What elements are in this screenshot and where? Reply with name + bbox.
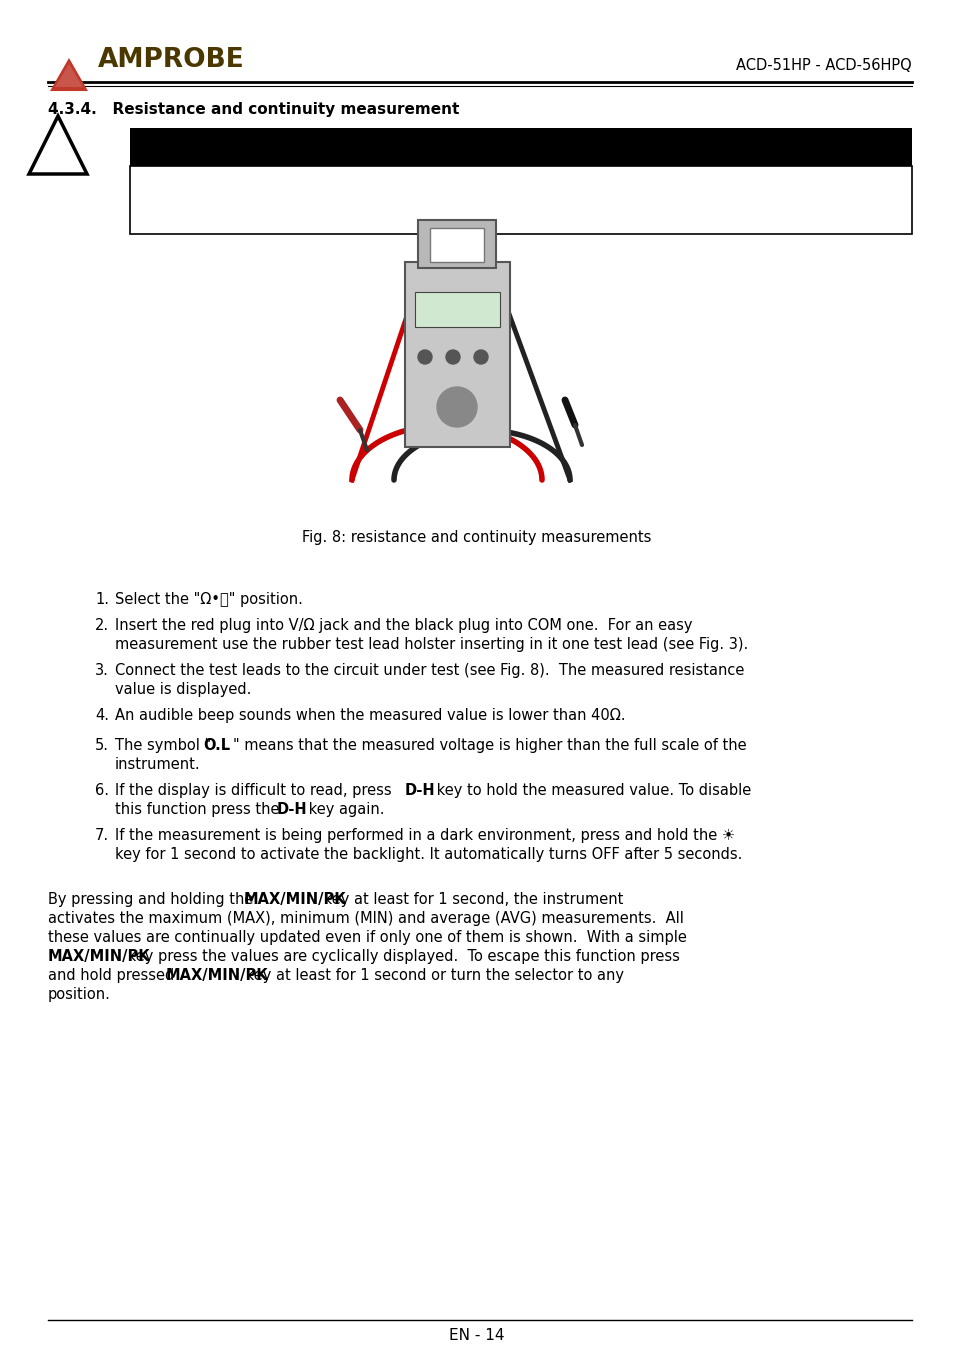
Text: 7.: 7. — [95, 828, 109, 843]
Polygon shape — [29, 116, 87, 174]
Text: value is displayed.: value is displayed. — [115, 682, 251, 697]
Text: key at least for 1 second, the instrument: key at least for 1 second, the instrumen… — [318, 892, 622, 907]
Text: " means that the measured voltage is higher than the full scale of the: " means that the measured voltage is hig… — [233, 738, 746, 753]
Text: MAX/MIN/PK: MAX/MIN/PK — [244, 892, 346, 907]
Text: AMPROBE: AMPROBE — [98, 47, 245, 73]
Text: If the measurement is being performed in a dark environment, press and hold the : If the measurement is being performed in… — [115, 828, 734, 843]
Text: Connect the test leads to the circuit under test (see Fig. 8).  The measured res: Connect the test leads to the circuit un… — [115, 663, 743, 678]
Circle shape — [417, 350, 432, 363]
Text: 4.3.4.   Resistance and continuity measurement: 4.3.4. Resistance and continuity measure… — [48, 101, 459, 118]
Text: D-H: D-H — [405, 784, 436, 798]
Text: ACD-51HP - ACD-56HPQ: ACD-51HP - ACD-56HPQ — [736, 58, 911, 73]
Bar — [405, 262, 510, 447]
Text: position.: position. — [48, 988, 111, 1002]
Bar — [130, 128, 911, 166]
Text: The symbol ": The symbol " — [115, 738, 211, 753]
Text: EN - 14: EN - 14 — [449, 1328, 504, 1343]
Bar — [415, 292, 499, 327]
Text: !: ! — [51, 136, 65, 166]
Polygon shape — [55, 63, 83, 86]
Text: Fig. 8: resistance and continuity measurements: Fig. 8: resistance and continuity measur… — [302, 530, 651, 544]
Bar — [417, 220, 496, 267]
Text: 3.: 3. — [95, 663, 109, 678]
Text: If the display is difficult to read, press: If the display is difficult to read, pre… — [115, 784, 395, 798]
Text: key for 1 second to activate the backlight. It automatically turns OFF after 5 s: key for 1 second to activate the backlig… — [115, 847, 741, 862]
Text: MAX/MIN/PK: MAX/MIN/PK — [48, 948, 151, 965]
Text: An audible beep sounds when the measured value is lower than 40Ω.: An audible beep sounds when the measured… — [115, 708, 625, 723]
Text: this function press the: this function press the — [115, 802, 284, 817]
Circle shape — [446, 350, 459, 363]
Text: activates the maximum (MAX), minimum (MIN) and average (AVG) measurements.  All: activates the maximum (MAX), minimum (MI… — [48, 911, 683, 925]
Text: Select the "Ω•⦿" position.: Select the "Ω•⦿" position. — [115, 592, 302, 607]
Text: instrument.: instrument. — [115, 757, 200, 771]
Text: 1.: 1. — [95, 592, 109, 607]
Text: Before attempting any resistance measurement remove the power from the: Before attempting any resistance measure… — [140, 173, 698, 188]
Text: these values are continually updated even if only one of them is shown.  With a : these values are continually updated eve… — [48, 929, 686, 944]
Text: D-H: D-H — [276, 802, 307, 817]
Text: MAX/MIN/PK: MAX/MIN/PK — [166, 969, 269, 984]
Text: measurement use the rubber test lead holster inserting in it one test lead (see : measurement use the rubber test lead hol… — [115, 638, 747, 653]
Bar — [130, 166, 911, 234]
Text: 6.: 6. — [95, 784, 109, 798]
Text: key to hold the measured value. To disable: key to hold the measured value. To disab… — [432, 784, 750, 798]
Text: 4.: 4. — [95, 708, 109, 723]
Circle shape — [474, 350, 488, 363]
Text: key again.: key again. — [304, 802, 384, 817]
Text: By pressing and holding the: By pressing and holding the — [48, 892, 257, 907]
Text: 5.: 5. — [95, 738, 109, 753]
Text: 2.: 2. — [95, 617, 109, 634]
Circle shape — [436, 386, 476, 427]
Text: key press the values are cyclically displayed.  To escape this function press: key press the values are cyclically disp… — [123, 948, 679, 965]
Polygon shape — [50, 58, 88, 91]
Text: circuit under test and discharge all the capacitors, if present.: circuit under test and discharge all the… — [140, 190, 589, 205]
Bar — [430, 228, 483, 262]
Text: key at least for 1 second or turn the selector to any: key at least for 1 second or turn the se… — [241, 969, 623, 984]
Text: Insert the red plug into V/Ω jack and the black plug into COM one.  For an easy: Insert the red plug into V/Ω jack and th… — [115, 617, 692, 634]
Text: and hold pressed: and hold pressed — [48, 969, 179, 984]
Text: WARNING: WARNING — [472, 138, 570, 155]
Text: O.L: O.L — [203, 738, 230, 753]
